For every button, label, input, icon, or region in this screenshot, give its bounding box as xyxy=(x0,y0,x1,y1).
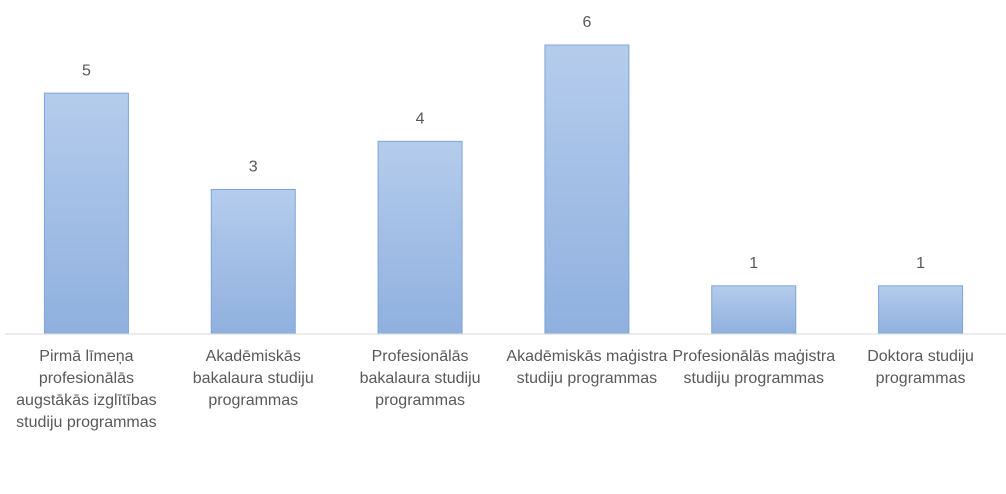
data-label: 6 xyxy=(582,14,591,31)
data-label: 1 xyxy=(916,255,925,272)
x-tick-label: Profesionālās maģistra studiju programma… xyxy=(672,348,836,387)
bar xyxy=(377,140,463,335)
bar xyxy=(43,92,129,335)
data-label: 4 xyxy=(416,111,425,128)
x-tick-label: Pirmā līmeņa profesionālās augstākās izg… xyxy=(16,348,157,431)
bar xyxy=(210,189,296,335)
x-tick-label: Akadēmiskās maģistra studiju programmas xyxy=(506,348,668,387)
data-label: 3 xyxy=(249,159,258,176)
x-tick-label: Profesionālās bakalaura studiju programm… xyxy=(359,348,481,409)
data-label: 5 xyxy=(82,62,91,79)
data-label: 1 xyxy=(749,255,758,272)
bar xyxy=(711,285,797,335)
x-tick-label: Akadēmiskās bakalaura studiju programmas xyxy=(192,348,314,409)
x-tick-label: Doktora studiju programmas xyxy=(867,348,974,387)
bar xyxy=(544,44,630,335)
bar xyxy=(878,285,964,335)
